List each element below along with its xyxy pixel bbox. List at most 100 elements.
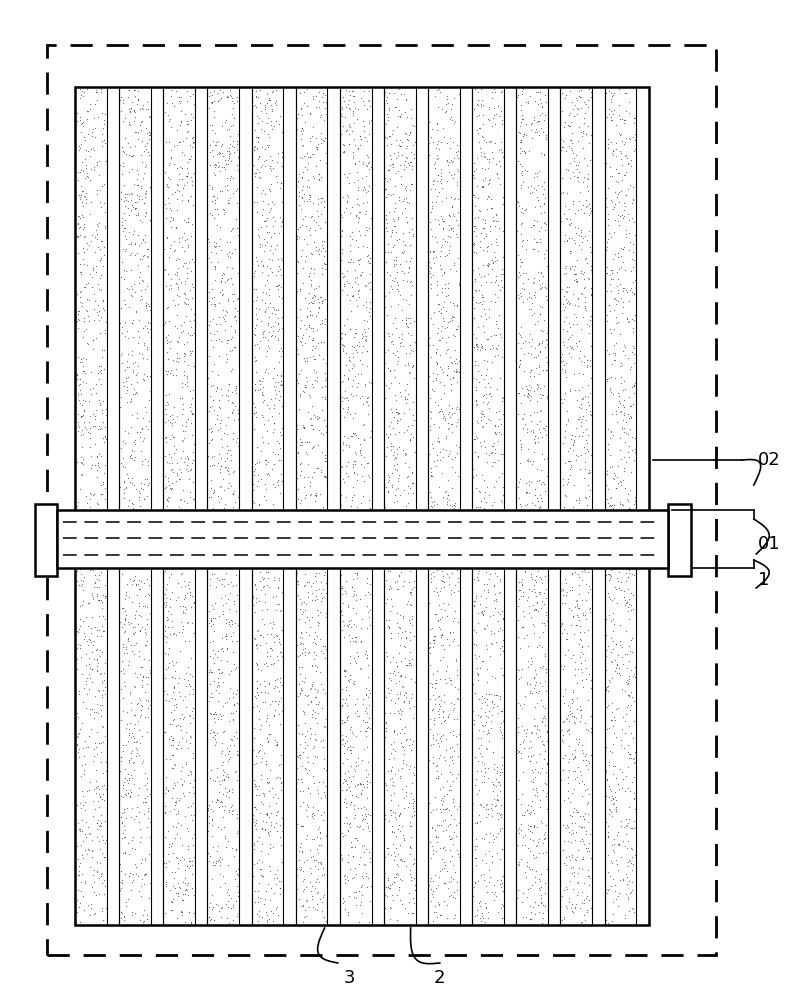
Point — [222, 466, 235, 482]
Point — [607, 470, 619, 486]
Point — [515, 588, 528, 604]
Point — [81, 103, 94, 119]
Point — [83, 491, 96, 507]
Point — [259, 684, 271, 700]
Point — [379, 775, 392, 791]
Point — [486, 848, 499, 864]
Point — [185, 812, 198, 828]
Point — [126, 197, 138, 213]
Point — [70, 705, 83, 721]
Point — [447, 824, 460, 840]
Point — [365, 878, 377, 894]
Point — [381, 840, 394, 856]
Point — [535, 476, 547, 492]
Point — [293, 798, 306, 814]
Point — [390, 252, 403, 268]
Point — [561, 584, 573, 600]
Point — [441, 566, 453, 582]
Point — [384, 802, 397, 818]
Point — [384, 692, 397, 708]
Point — [256, 394, 269, 410]
Point — [123, 616, 135, 632]
Point — [519, 378, 532, 394]
Point — [555, 346, 568, 362]
Point — [513, 198, 525, 214]
Point — [252, 227, 264, 243]
Point — [165, 606, 177, 622]
Point — [407, 394, 419, 410]
Point — [448, 309, 460, 325]
Point — [96, 618, 108, 634]
Point — [516, 107, 528, 123]
Point — [263, 467, 275, 483]
Point — [250, 83, 263, 99]
Point — [182, 676, 195, 692]
Point — [71, 423, 84, 439]
Point — [483, 385, 496, 401]
Point — [607, 85, 620, 101]
Point — [486, 144, 498, 160]
Point — [529, 894, 542, 910]
Point — [352, 776, 365, 792]
Point — [447, 497, 460, 513]
Point — [384, 911, 396, 927]
Point — [172, 288, 185, 304]
Point — [513, 124, 525, 140]
Point — [496, 841, 509, 857]
Point — [528, 428, 541, 444]
Point — [393, 567, 406, 583]
Point — [558, 833, 571, 849]
Point — [493, 142, 505, 158]
Point — [490, 845, 503, 861]
Point — [166, 653, 179, 669]
Point — [292, 749, 305, 765]
Point — [482, 760, 494, 776]
Point — [433, 896, 445, 912]
Point — [71, 838, 84, 854]
Point — [203, 325, 216, 341]
Point — [479, 134, 492, 150]
Point — [619, 282, 632, 298]
Point — [129, 576, 142, 592]
Point — [252, 553, 265, 569]
Point — [343, 439, 355, 455]
Point — [446, 134, 459, 150]
Point — [361, 766, 374, 782]
Point — [603, 101, 615, 117]
Point — [621, 744, 634, 760]
Point — [164, 431, 176, 447]
Point — [616, 421, 629, 437]
Point — [167, 780, 180, 796]
Point — [612, 573, 625, 589]
Point — [514, 134, 527, 150]
Point — [381, 162, 394, 178]
Point — [221, 234, 233, 250]
Point — [579, 782, 592, 798]
Point — [301, 799, 314, 815]
Point — [607, 557, 619, 573]
Point — [307, 810, 320, 826]
Point — [298, 159, 311, 175]
Point — [131, 587, 143, 603]
Point — [81, 111, 93, 127]
Point — [573, 818, 585, 834]
Point — [517, 335, 529, 351]
Point — [141, 488, 153, 504]
Point — [177, 501, 190, 517]
Point — [253, 454, 266, 470]
Point — [469, 685, 482, 701]
Point — [426, 440, 439, 456]
Point — [606, 855, 619, 871]
Point — [128, 554, 141, 570]
Point — [572, 411, 585, 427]
Point — [122, 470, 134, 486]
Point — [336, 578, 349, 594]
Point — [210, 217, 223, 233]
Point — [219, 830, 232, 846]
Point — [513, 125, 526, 141]
Point — [255, 867, 267, 883]
Point — [574, 265, 587, 281]
Point — [441, 596, 454, 612]
Point — [533, 792, 546, 808]
Point — [292, 444, 305, 460]
